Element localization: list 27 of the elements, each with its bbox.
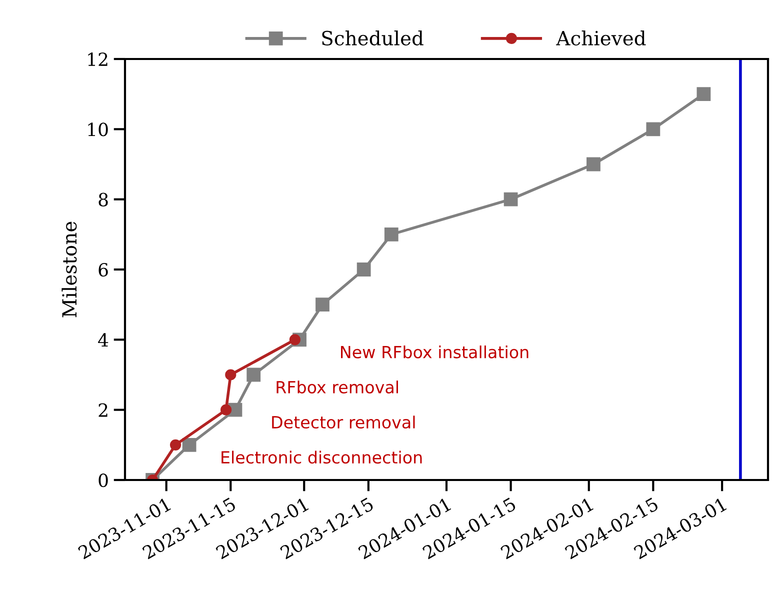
point: [646, 122, 660, 136]
point: [182, 438, 196, 452]
annotation: Detector removal: [272, 416, 415, 429]
annotation: RFbox removal: [276, 380, 398, 394]
point: [316, 298, 330, 312]
y-tick-label: 6: [98, 262, 108, 277]
legend-label: Scheduled: [322, 30, 424, 46]
point: [246, 368, 261, 382]
y-tick-label: 10: [88, 122, 108, 136]
point: [289, 334, 300, 346]
point: [586, 157, 600, 172]
point: [170, 439, 182, 450]
annotation: Electronic disconnection: [222, 450, 422, 464]
point: [384, 227, 398, 242]
annotation: New RFbox installation: [341, 345, 528, 358]
y-tick-label: 8: [98, 192, 108, 206]
point: [356, 262, 371, 276]
legend-label: Achieved: [556, 30, 646, 46]
point: [696, 87, 711, 102]
y-tick-label: 0: [98, 473, 108, 488]
point: [504, 192, 518, 206]
y-tick-label: 12: [88, 52, 108, 66]
point: [225, 369, 236, 380]
y-tick-label: 2: [98, 403, 108, 417]
y-tick-label: 4: [98, 333, 108, 347]
y-axis-title: Milestone: [62, 222, 77, 318]
point: [220, 404, 232, 416]
